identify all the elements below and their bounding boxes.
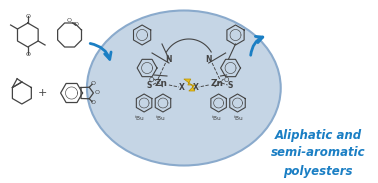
- Text: $^{t}$Bu: $^{t}$Bu: [133, 114, 145, 123]
- Text: O: O: [91, 81, 96, 86]
- Text: O: O: [148, 77, 154, 83]
- Text: Zn: Zn: [155, 79, 167, 87]
- Text: S: S: [146, 81, 152, 89]
- Text: Zn: Zn: [210, 79, 223, 87]
- Text: N: N: [205, 55, 212, 64]
- Text: polyesters: polyesters: [283, 165, 353, 178]
- Text: X: X: [193, 83, 199, 92]
- Text: O: O: [91, 100, 96, 105]
- Text: $^{t}$Bu: $^{t}$Bu: [211, 114, 222, 123]
- Polygon shape: [184, 79, 195, 91]
- Text: O: O: [224, 77, 229, 83]
- Text: O: O: [25, 14, 30, 18]
- Text: X: X: [179, 83, 185, 92]
- Text: +: +: [38, 88, 47, 98]
- Text: O: O: [94, 91, 99, 96]
- Text: O: O: [25, 51, 30, 57]
- Ellipse shape: [87, 10, 281, 165]
- Text: $^{t}$Bu: $^{t}$Bu: [155, 114, 166, 123]
- Text: $^{t}$Bu: $^{t}$Bu: [233, 114, 244, 123]
- Text: N: N: [166, 55, 172, 64]
- Text: Aliphatic and: Aliphatic and: [274, 128, 362, 141]
- Text: O: O: [74, 21, 79, 27]
- Text: O: O: [67, 18, 72, 23]
- Text: S: S: [228, 81, 233, 89]
- Text: semi-aromatic: semi-aromatic: [271, 147, 365, 160]
